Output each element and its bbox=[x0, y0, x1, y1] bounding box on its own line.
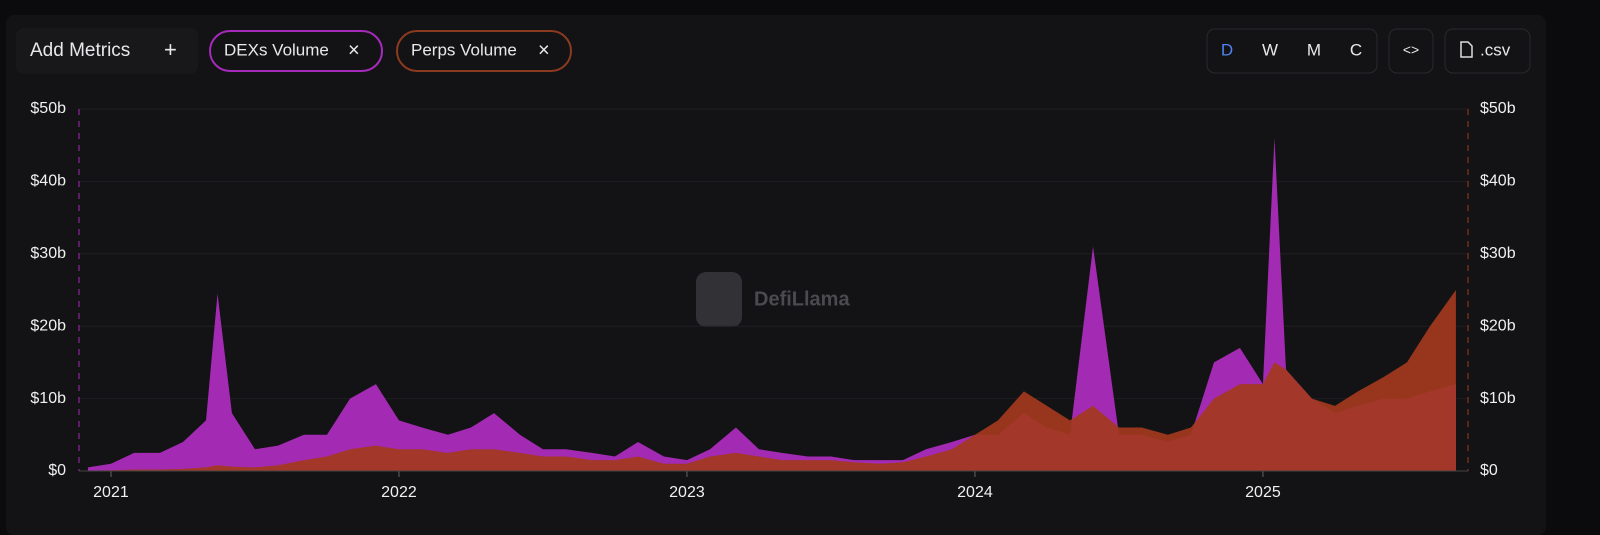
chip-label: Perps Volume bbox=[411, 40, 517, 59]
x-tick-label: 2024 bbox=[957, 484, 993, 501]
remove-icon[interactable]: × bbox=[538, 39, 550, 61]
area bbox=[87, 290, 1456, 471]
add-metrics-button[interactable] bbox=[16, 28, 198, 74]
csv-label: .csv bbox=[1480, 40, 1511, 59]
y2-tick-label: $0 bbox=[1480, 462, 1498, 479]
y-tick-label: $10b bbox=[30, 390, 66, 407]
period-button[interactable]: D bbox=[1221, 40, 1233, 59]
period-button[interactable]: W bbox=[1262, 40, 1278, 59]
series-chip[interactable] bbox=[209, 30, 383, 72]
y-tick-label: $30b bbox=[30, 245, 66, 262]
remove-icon[interactable]: × bbox=[348, 39, 360, 61]
csv-button[interactable] bbox=[1444, 28, 1531, 74]
y-tick-label: $40b bbox=[30, 173, 66, 190]
embed-button[interactable] bbox=[1388, 28, 1434, 74]
file-icon bbox=[1460, 41, 1473, 58]
plot: $0 $0 $10b $10b $20b $20b $30b $30b $40b $40b $50b… bbox=[30, 100, 1515, 501]
y-tick-label: $20b bbox=[30, 317, 66, 334]
period-button[interactable]: M bbox=[1307, 40, 1321, 59]
add-icon: + bbox=[164, 37, 177, 62]
x-tick-label: 2025 bbox=[1245, 484, 1281, 501]
period-button[interactable]: C bbox=[1350, 40, 1362, 59]
y2-tick-label: $40b bbox=[1480, 173, 1516, 190]
period-group bbox=[1206, 28, 1378, 74]
x-tick-label: 2021 bbox=[93, 484, 129, 501]
y-tick-label: $0 bbox=[48, 462, 66, 479]
watermark-logo bbox=[696, 272, 742, 327]
panel bbox=[6, 15, 1546, 535]
y2-tick-label: $30b bbox=[1480, 245, 1516, 262]
y2-tick-label: $20b bbox=[1480, 317, 1516, 334]
y2-tick-label: $50b bbox=[1480, 100, 1516, 117]
x-tick-label: 2023 bbox=[669, 484, 705, 501]
x-tick-label: 2022 bbox=[381, 484, 417, 501]
y2-tick-label: $10b bbox=[1480, 390, 1516, 407]
embed-label: <> bbox=[1403, 42, 1419, 58]
series-chip[interactable] bbox=[396, 30, 572, 72]
add-metrics-label: Add Metrics bbox=[30, 40, 130, 61]
watermark: DefiLlama bbox=[754, 288, 850, 310]
chip-label: DEXs Volume bbox=[224, 40, 329, 59]
y-tick-label: $50b bbox=[30, 100, 66, 117]
